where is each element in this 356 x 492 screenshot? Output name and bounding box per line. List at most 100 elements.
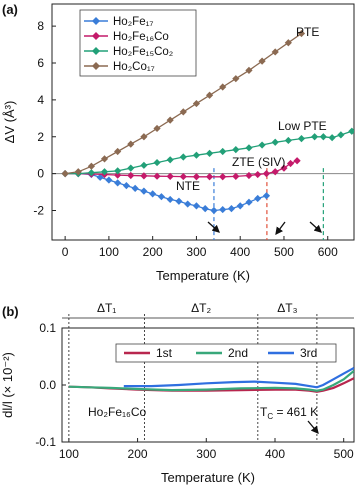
panel-a-y-axis-label: ΔV (Å³) <box>2 101 17 144</box>
data-point <box>114 147 122 156</box>
legend-entries-b: 1st 2nd 3rd <box>124 346 317 360</box>
data-point <box>61 170 69 178</box>
data-point <box>286 159 295 168</box>
legend-marker <box>92 32 100 40</box>
panel-b-x-axis-label: Temperature (K) <box>161 470 255 485</box>
data-point <box>166 156 174 164</box>
x-tick-label: 600 <box>318 245 338 259</box>
data-point <box>127 164 135 172</box>
data-point <box>284 136 292 145</box>
data-point <box>166 195 174 204</box>
data-point <box>166 116 174 124</box>
data-point <box>179 153 187 161</box>
tc-value: = 461 K <box>273 405 318 419</box>
data-point <box>140 187 148 195</box>
data-point <box>153 124 161 133</box>
y-tick-label: 2 <box>37 130 44 144</box>
x-tick-label: 100 <box>59 447 79 461</box>
panel-b-series <box>68 366 354 393</box>
panel-b-y-ticks: -0.1 0.0 0.1 <box>35 321 66 449</box>
series-line <box>123 366 354 389</box>
data-point <box>74 168 82 176</box>
data-point <box>232 146 240 154</box>
panel-a-x-axis-label: Temperature (K) <box>156 268 250 283</box>
panel-b-y-axis-label: dl/l (× 10⁻²) <box>0 352 15 418</box>
legend-marker <box>92 62 100 70</box>
data-point <box>179 108 187 116</box>
panel-a-label: (a) <box>2 2 18 17</box>
y-tick-label: 4 <box>37 93 44 107</box>
arrow-tc <box>307 420 319 434</box>
data-point <box>122 182 131 190</box>
panel-b-region-labels: ΔT₁ ΔT₂ ΔT₃ <box>97 301 298 315</box>
arrow-low-pte <box>309 221 322 233</box>
tc-symbol: T <box>260 405 268 419</box>
data-point <box>271 48 279 56</box>
tc-subscript: C <box>267 412 273 421</box>
data-point <box>131 184 139 192</box>
annotation-pte: PTE <box>296 25 319 39</box>
y-tick-label: 0.1 <box>39 321 56 335</box>
data-point <box>219 173 227 181</box>
data-point <box>271 138 279 146</box>
data-point <box>175 197 183 205</box>
y-tick-label: -2 <box>33 204 44 218</box>
data-point <box>166 172 174 180</box>
legend-label: Ho₂Fe₁₇ <box>113 16 153 28</box>
annotation-zte: ZTE (SIV) <box>232 155 285 169</box>
x-tick-label: 100 <box>99 245 119 259</box>
x-tick-label: 500 <box>274 245 294 259</box>
data-point <box>271 168 279 176</box>
data-point <box>140 172 148 180</box>
panel-a-y-ticks: -2 0 2 4 6 8 <box>33 19 56 218</box>
arrow-nte <box>207 221 220 233</box>
data-point <box>348 127 354 135</box>
data-point <box>254 194 262 203</box>
data-point <box>114 171 122 179</box>
x-tick-label: 200 <box>128 447 148 461</box>
data-point <box>219 83 227 91</box>
data-point <box>245 198 253 206</box>
data-point <box>205 173 214 181</box>
x-tick-label: 500 <box>334 447 354 461</box>
data-point <box>337 131 345 139</box>
region-label: ΔT₂ <box>191 301 211 315</box>
data-point <box>205 91 214 99</box>
legend-label: 1st <box>156 346 173 360</box>
data-point <box>140 161 148 169</box>
data-point <box>328 134 336 142</box>
legend-label: 2nd <box>228 346 248 360</box>
panel-b-region-lines <box>68 314 318 442</box>
legend-box-b <box>115 343 337 363</box>
legend-label: Ho₂Co₁₇ <box>113 61 155 73</box>
data-point <box>201 205 209 213</box>
data-point <box>319 133 327 141</box>
data-point <box>87 162 95 170</box>
annotation-low-pte: Low PTE <box>278 119 327 133</box>
data-point <box>232 172 240 180</box>
data-point <box>219 205 227 214</box>
x-tick-label: 400 <box>265 447 285 461</box>
data-point <box>114 167 122 175</box>
panel-b-x-ticks: 100 200 300 400 500 <box>59 438 354 461</box>
data-point <box>192 173 201 181</box>
x-tick-label: 0 <box>62 245 69 259</box>
data-point <box>140 133 148 141</box>
data-point <box>280 164 288 172</box>
region-label: ΔT₁ <box>97 301 116 315</box>
x-tick-label: 400 <box>230 245 250 259</box>
data-point <box>293 157 301 165</box>
y-tick-label: 0.0 <box>39 378 56 392</box>
panel-b-label: (b) <box>2 304 19 319</box>
panel-a-frame <box>51 3 355 241</box>
data-point <box>262 170 271 178</box>
panel-a-transition-markers <box>213 168 324 240</box>
y-tick-label: 8 <box>37 19 44 33</box>
panel-a-x-ticks: 0 100 200 300 400 500 600 <box>62 236 338 259</box>
data-point <box>258 57 266 65</box>
data-point <box>127 140 135 148</box>
legend-label: 3rd <box>300 346 317 360</box>
data-point <box>184 200 192 208</box>
series-line <box>68 369 354 392</box>
data-point <box>179 172 187 181</box>
